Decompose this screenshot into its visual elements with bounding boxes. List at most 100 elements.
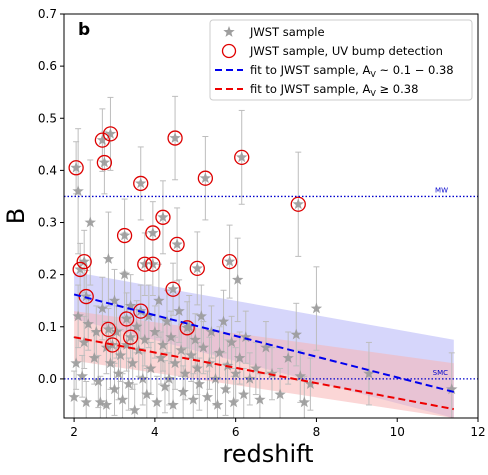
sample-star	[72, 310, 84, 322]
sample-star	[290, 328, 302, 340]
sample-star	[145, 362, 157, 374]
sample-star	[165, 331, 177, 343]
sample-star	[363, 367, 375, 379]
bump-circle	[133, 303, 149, 319]
reference-label: SMC	[433, 369, 448, 377]
legend-star-icon	[223, 26, 235, 37]
sample-star	[187, 393, 199, 405]
panel-label: b	[78, 20, 90, 40]
sample-star	[223, 255, 236, 267]
sample-star	[108, 294, 121, 306]
sample-star	[199, 172, 212, 184]
sample-star	[219, 383, 232, 395]
sample-star	[147, 258, 159, 270]
sample-star	[232, 273, 244, 285]
sample-star	[102, 323, 115, 335]
reference-lines: MW SMC	[64, 186, 478, 380]
y-tick-label: 0.5	[38, 111, 57, 125]
sample-star	[240, 331, 252, 343]
sample-star	[217, 315, 230, 327]
sample-star	[133, 344, 145, 356]
y-tick-label: 0.6	[38, 59, 57, 73]
sample-star	[147, 226, 159, 238]
fit-line	[73, 336, 454, 411]
sample-star	[238, 388, 250, 400]
y-tick-label: 0.0	[38, 372, 57, 386]
sample-star	[78, 255, 90, 267]
bump-circle	[72, 261, 88, 278]
bump-circle	[165, 281, 181, 297]
bump-circle	[137, 256, 153, 272]
bump-circle	[116, 227, 133, 244]
sample-star	[304, 378, 317, 389]
sample-star	[266, 367, 278, 379]
y-tick-label: 0.2	[38, 268, 57, 282]
sample-star	[104, 127, 117, 139]
sample-star	[227, 396, 240, 408]
sample-star	[70, 357, 82, 369]
sample-star	[191, 262, 203, 274]
sample-star	[211, 399, 224, 410]
x-axis-label: redshift	[222, 440, 313, 468]
sample-star	[76, 370, 88, 382]
legend-label: fit to JWST sample, AV ≥ 0.38	[250, 82, 418, 98]
sample-star	[82, 318, 94, 329]
legend-box	[209, 19, 473, 101]
sample-star	[70, 161, 82, 173]
sample-star	[141, 388, 153, 400]
bump-circle	[102, 126, 119, 142]
sample-star	[298, 396, 310, 408]
sample-star	[124, 331, 137, 343]
sample-star	[155, 352, 167, 363]
x-tick-label: 8	[313, 425, 321, 439]
sample-star	[201, 391, 214, 402]
sample-star	[84, 216, 96, 228]
sample-star	[274, 388, 286, 400]
sample-star	[149, 326, 161, 337]
bump-circle	[290, 196, 306, 212]
legend: JWST sample JWST sample, UV bump detectio…	[209, 19, 473, 101]
bump-circle	[76, 253, 92, 270]
sample-star	[171, 238, 183, 250]
sample-star	[120, 313, 133, 324]
legend-label: fit to JWST sample, AV ~ 0.1 − 0.38	[250, 63, 454, 79]
bump-circle	[118, 311, 135, 327]
sample-star	[72, 185, 84, 197]
bump-circle	[145, 225, 161, 241]
sample-star	[139, 258, 151, 270]
y-tick-label: 0.1	[38, 320, 57, 334]
sample-star	[225, 336, 238, 348]
sample-star	[129, 404, 141, 415]
legend-label: JWST sample	[249, 25, 325, 39]
sample-star	[120, 339, 133, 350]
sample-star	[96, 302, 109, 314]
y-tick-label: 0.4	[38, 163, 57, 177]
sample-star	[189, 333, 201, 345]
sample-star	[94, 396, 107, 408]
bump-circle	[221, 253, 238, 270]
sample-star	[197, 341, 210, 353]
sample-star	[118, 268, 131, 280]
sample-star	[153, 294, 165, 306]
bump-circle	[179, 320, 195, 336]
sample-star	[112, 367, 125, 379]
sample-star	[167, 283, 179, 295]
sample-star	[118, 229, 131, 241]
bump-circle	[234, 149, 250, 166]
sample-star	[260, 341, 272, 353]
sample-star	[181, 321, 193, 333]
sample-star	[127, 357, 139, 369]
sample-star	[230, 367, 242, 379]
sample-star	[114, 349, 127, 361]
sample-star	[169, 357, 181, 369]
sample-star	[294, 370, 306, 382]
x-tick-label: 10	[390, 425, 405, 439]
sample-star	[135, 177, 147, 189]
bump-circle	[167, 130, 183, 146]
sample-star	[108, 383, 121, 395]
sample-star	[236, 151, 248, 163]
bump-circle	[133, 175, 149, 192]
sample-star	[131, 320, 143, 332]
sample-star	[193, 378, 205, 389]
